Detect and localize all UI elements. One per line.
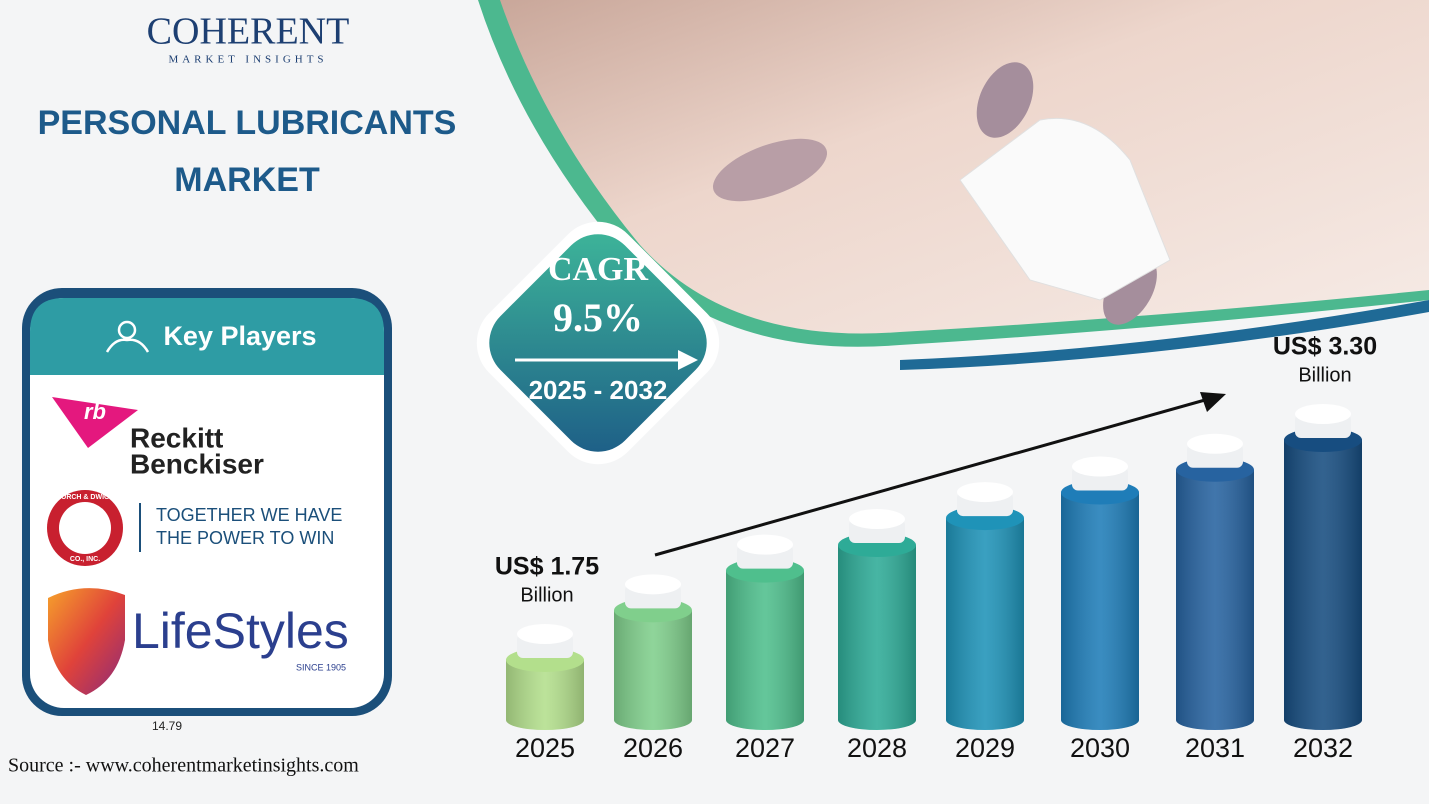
value-unit: Billion [520, 584, 573, 606]
x-tick-label: 2025 [515, 733, 575, 763]
icon [105, 338, 150, 353]
bar-chart: 2025 US$ 1.75 Billion 2026 2027 2028 2029 2030 2… [495, 333, 1377, 764]
icon [117, 320, 137, 340]
bar-cap-top [957, 482, 1013, 503]
bar-shade [946, 518, 1024, 730]
value-label: US$ 3.30 [1273, 333, 1377, 361]
bar-shade [1061, 492, 1139, 730]
bar-cap-top [737, 534, 793, 555]
bottle [959, 117, 1171, 301]
x-tick-label: 2026 [623, 733, 683, 763]
rb-mark: rb [84, 399, 106, 424]
bar [946, 482, 1024, 730]
title: MARKET [174, 161, 320, 199]
source: Source :- www.coherentmarketinsights.com [8, 755, 359, 777]
nail [976, 62, 1034, 138]
cagr-arrow [678, 350, 698, 370]
bar-cap-top [517, 624, 573, 644]
title: PERSONAL LUBRICANTS [38, 104, 457, 142]
value-label: US$ 1.75 [495, 553, 599, 581]
bar [614, 574, 692, 730]
company-sub: SINCE 1905 [296, 662, 346, 672]
cagr-label: CAGR [548, 251, 649, 288]
company: Benckiser [130, 448, 264, 479]
value-unit: Billion [1298, 364, 1351, 386]
rb-logo [52, 397, 138, 448]
bar-shade [726, 570, 804, 730]
bar [506, 624, 584, 730]
stray-text: 14.79 [152, 719, 182, 733]
bar [726, 534, 804, 730]
cd-badge-text: CO., INC. [70, 556, 100, 563]
trend-arrow [1200, 392, 1226, 412]
company: THE POWER TO WIN [156, 528, 334, 548]
cd-badge [59, 502, 111, 554]
panel-header [30, 298, 384, 375]
x-tick-label: 2031 [1185, 733, 1245, 763]
x-tick-label: 2030 [1070, 733, 1130, 763]
nail [712, 138, 828, 202]
cd-badge-text: CHURCH & DWIGHT [51, 494, 119, 501]
x-tick-label: 2027 [735, 733, 795, 763]
logo: COHERENT [147, 11, 350, 53]
ls-logo [48, 588, 125, 695]
bar-cap-top [1295, 404, 1351, 424]
x-tick-label: 2032 [1293, 733, 1353, 763]
company: LifeStyles [132, 603, 349, 659]
bar [1284, 404, 1362, 730]
panel-heading: Key Players [163, 321, 316, 351]
x-tick-label: 2029 [955, 733, 1015, 763]
bar-cap-top [849, 509, 905, 530]
bar-shade [614, 610, 692, 730]
company: TOGETHER WE HAVE [156, 505, 342, 525]
bar-cap-top [625, 574, 681, 595]
cagr-period: 2025 - 2032 [529, 375, 668, 405]
logo-sub: MARKET INSIGHTS [168, 54, 327, 66]
bar [1061, 456, 1139, 730]
bar-shade [838, 545, 916, 730]
cagr-value: 9.5% [553, 295, 643, 340]
bar-shade [1284, 440, 1362, 730]
bar [838, 509, 916, 730]
bar-cap-top [1187, 433, 1243, 454]
cagr-badge [489, 234, 707, 452]
photo-line [900, 300, 1429, 370]
bar [1176, 433, 1254, 730]
bar-cap-top [1072, 456, 1128, 477]
x-tick-label: 2028 [847, 733, 907, 763]
bar-shade [506, 660, 584, 730]
company: Reckitt [130, 422, 223, 453]
photo [500, 0, 1429, 334]
bar-shade [1176, 469, 1254, 730]
trend-arrow [654, 398, 1206, 557]
